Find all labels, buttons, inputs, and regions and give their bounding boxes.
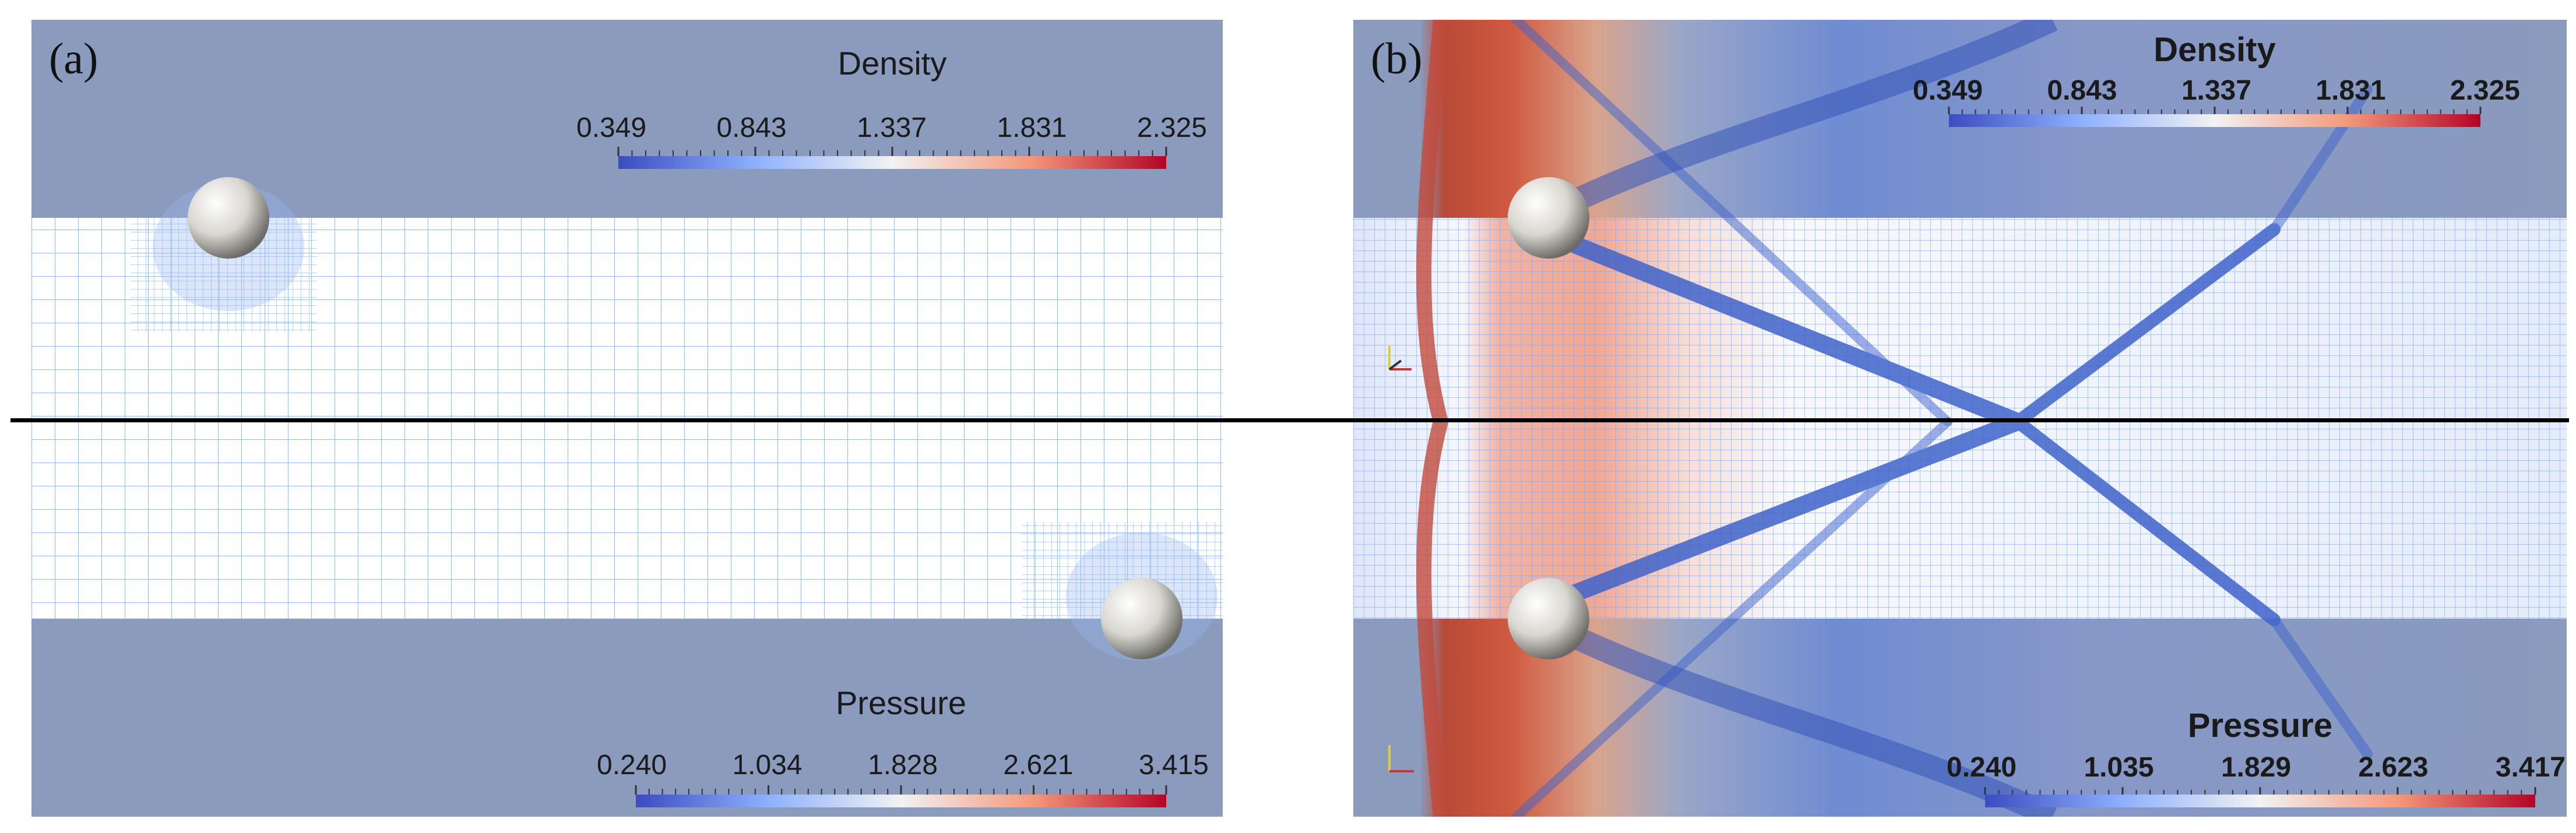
pressure-colorbar-title: Pressure xyxy=(2187,707,2333,744)
sphere-bottom xyxy=(1101,578,1183,659)
density-tick-label: 0.349 xyxy=(1913,75,1983,106)
horizontal-divider-line xyxy=(10,418,2569,422)
pressure-colorbar xyxy=(1985,795,2535,807)
pressure-tick-label: 1.828 xyxy=(867,750,938,781)
pressure-tick-label: 2.623 xyxy=(2358,752,2429,783)
axis-triad-bottom xyxy=(1388,745,1414,772)
density-tick-label: 1.337 xyxy=(2181,75,2252,106)
pressure-tick-label: 1.829 xyxy=(2220,752,2292,783)
axis-triad-top xyxy=(1388,346,1412,370)
density-tick-label: 1.831 xyxy=(997,112,1067,143)
outer-field-bottom xyxy=(31,619,1223,817)
density-tick-label: 2.325 xyxy=(1136,112,1207,143)
density-colorbar xyxy=(618,156,1166,169)
density-tick-label: 0.843 xyxy=(716,112,787,143)
density-tick-label: 1.337 xyxy=(856,112,927,143)
density-colorbar-labels: 0.349 0.843 1.337 1.831 2.325 xyxy=(576,112,1207,144)
pressure-colorbar-labels: 0.240 1.034 1.828 2.621 3.415 xyxy=(597,749,1209,781)
density-tick-label: 1.831 xyxy=(2315,75,2386,106)
density-colorbar-ticks xyxy=(617,147,1167,156)
density-tick-label: 0.843 xyxy=(2047,75,2117,106)
density-tick-label: 0.349 xyxy=(576,112,647,143)
pressure-tick-label: 0.240 xyxy=(597,750,667,781)
pressure-tick-label: 0.240 xyxy=(1947,752,2017,783)
pressure-colorbar-ticks xyxy=(1984,787,2536,795)
density-colorbar-title: Density xyxy=(2153,31,2276,69)
density-colorbar xyxy=(1949,114,2480,127)
pressure-tick-label: 1.035 xyxy=(2084,752,2154,783)
pressure-colorbar-title: Pressure xyxy=(835,684,967,721)
sphere-bottom xyxy=(1508,578,1589,659)
pressure-tick-label: 3.417 xyxy=(2495,752,2566,783)
panel-label: (a) xyxy=(49,34,98,83)
density-colorbar-labels: 0.349 0.843 1.337 1.831 2.325 xyxy=(1913,75,2520,107)
wake-streaks xyxy=(1546,20,2058,817)
pressure-tick-label: 3.415 xyxy=(1138,750,1209,781)
pressure-colorbar-ticks xyxy=(635,785,1167,795)
pressure-tick-label: 1.034 xyxy=(732,750,803,781)
sphere-top xyxy=(188,177,269,259)
oblique-shock-waves xyxy=(1512,20,2373,817)
density-colorbar-ticks xyxy=(1948,107,2482,114)
pressure-colorbar-labels: 0.240 1.035 1.829 2.623 3.417 xyxy=(1947,751,2566,783)
pressure-colorbar xyxy=(636,795,1166,807)
density-colorbar-title: Density xyxy=(837,45,947,82)
panel-label: (b) xyxy=(1371,34,1423,83)
sphere-top xyxy=(1508,177,1589,259)
density-tick-label: 2.325 xyxy=(2450,75,2520,106)
pressure-tick-label: 2.621 xyxy=(1003,750,1074,781)
